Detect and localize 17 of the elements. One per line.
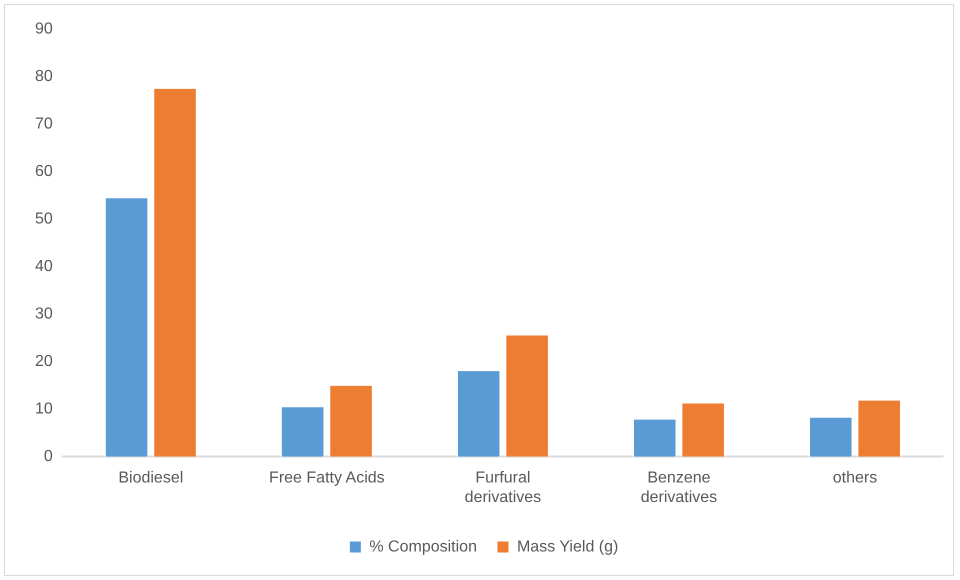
y-tick-label: 10 (35, 400, 53, 418)
legend-label: % Composition (369, 538, 477, 556)
y-tick-label: 90 (35, 20, 53, 38)
y-tick-label: 50 (35, 210, 53, 228)
x-tick-label: Benzene derivatives (640, 470, 718, 506)
y-tick-label: 70 (35, 115, 53, 132)
y-tick-label: 40 (35, 258, 53, 275)
y-tick-label: 80 (35, 68, 53, 85)
x-tick-label: others (832, 470, 878, 487)
y-tick-label: 20 (35, 352, 53, 370)
y-tick-label: 0 (44, 448, 53, 466)
legend-label: Mass Yield (g) (516, 538, 618, 556)
y-tick-label: 30 (35, 305, 53, 322)
x-tick-label: Free Fatty Acids (269, 470, 385, 487)
x-tick-label: Furfural derivatives (464, 470, 542, 506)
x-tick-label: Biodiesel (118, 470, 184, 487)
y-tick-label: 60 (35, 162, 53, 180)
